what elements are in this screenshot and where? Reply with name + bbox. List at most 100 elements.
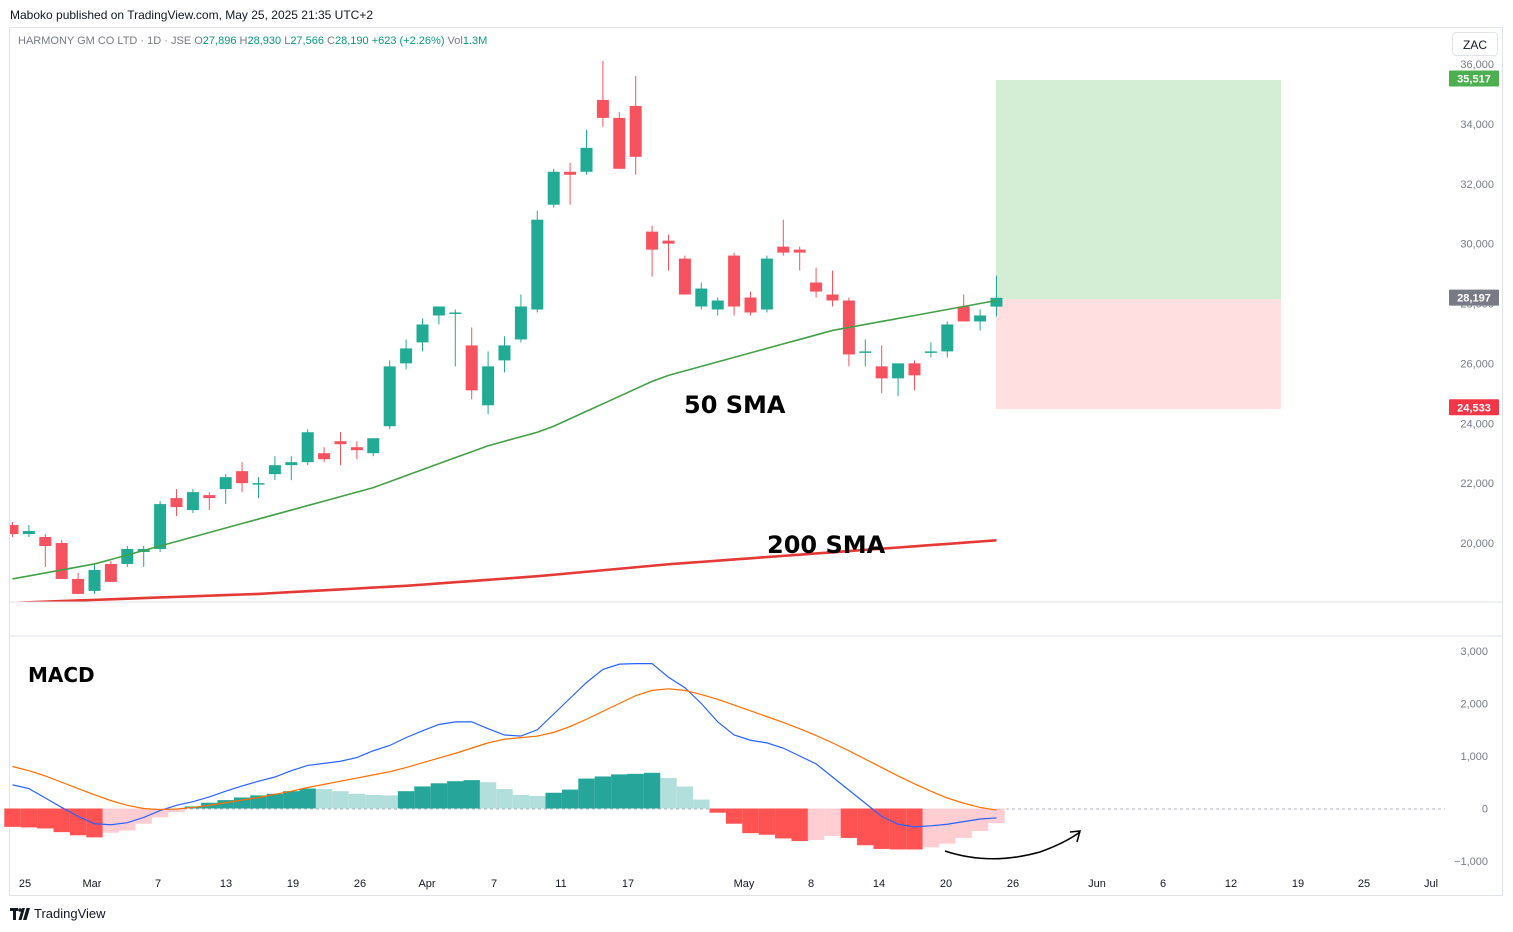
close-label: C xyxy=(327,35,335,47)
candle-body xyxy=(662,240,675,244)
candle-body xyxy=(432,306,445,316)
candle-body xyxy=(285,462,298,466)
volume-value: 1.3M xyxy=(462,35,488,47)
candle-body xyxy=(400,348,413,364)
time-tick-label: 19 xyxy=(287,878,299,890)
candle-body xyxy=(88,569,101,591)
candle-body xyxy=(383,366,396,427)
volume-label: Vol xyxy=(447,35,463,47)
time-axis[interactable]: 25 Mar 7 13 19 26 Apr 7 11 17 May 8 14 20 26 Jun 6 12 19 25… xyxy=(19,878,1438,890)
histogram-bar xyxy=(233,797,251,809)
signal-line xyxy=(12,688,997,811)
price-label-badge xyxy=(1449,399,1499,416)
time-tick-label: 19 xyxy=(1292,878,1304,890)
candle-body xyxy=(678,258,691,295)
histogram-bar xyxy=(873,808,890,849)
time-tick-label: 25 xyxy=(1358,878,1370,890)
macd-tick-label: 0 xyxy=(1482,804,1488,816)
histogram-bar xyxy=(512,794,530,809)
histogram-bar xyxy=(283,791,300,809)
candle-body xyxy=(350,447,363,451)
histogram-bar xyxy=(807,808,825,840)
histogram-bar xyxy=(20,808,38,828)
histogram-bar xyxy=(758,808,776,835)
histogram-bar xyxy=(529,795,546,809)
candle-body xyxy=(203,495,216,499)
candle-body xyxy=(810,282,823,292)
price-label-text: 35,517 xyxy=(1457,73,1491,85)
histogram-bar xyxy=(69,808,87,836)
open-value: 27,896 xyxy=(202,35,237,47)
candle-body xyxy=(252,483,265,485)
time-tick-label: Mar xyxy=(83,878,102,890)
candle-body xyxy=(39,537,52,546)
histogram-bar xyxy=(332,791,349,809)
sma200-annotation: 200 SMA xyxy=(767,531,886,559)
histogram-bar xyxy=(102,808,120,833)
candle-body xyxy=(613,117,626,169)
change-value: +623 (+2.26%) xyxy=(371,35,445,47)
sma200-line xyxy=(12,539,997,602)
histogram-bar xyxy=(955,808,972,838)
symbol-name: HARMONY GM CO LTD · 1D · JSE xyxy=(18,35,192,47)
candle-body xyxy=(974,315,987,322)
candle-body xyxy=(318,453,331,460)
price-label-text: 28,197 xyxy=(1457,293,1491,305)
histogram-bar xyxy=(578,778,595,809)
price-label-badge xyxy=(1449,70,1499,87)
time-tick-label: 25 xyxy=(19,878,31,890)
candle-body xyxy=(334,441,347,445)
histogram-bar xyxy=(4,808,21,827)
tradingview-brand[interactable]: TradingView xyxy=(10,906,106,921)
high-label: H xyxy=(239,35,248,47)
macd-line xyxy=(12,662,997,828)
candle-body xyxy=(908,363,921,376)
candle-body xyxy=(695,288,708,307)
price-tick-label: 30,000 xyxy=(1460,239,1494,251)
stop-zone xyxy=(996,299,1281,409)
candle-body xyxy=(564,171,577,175)
histogram-bar xyxy=(479,782,497,809)
time-tick-label: May xyxy=(734,878,755,890)
candle-body xyxy=(186,492,199,511)
time-tick-label: 13 xyxy=(220,878,232,890)
macd-axis[interactable]: −1,000 0 1,000 2,000 3,000 xyxy=(1454,646,1488,868)
candle-body xyxy=(104,563,117,582)
time-tick-label: 8 xyxy=(808,878,814,890)
candle-body xyxy=(514,306,527,340)
candle-body xyxy=(55,543,68,579)
arrow-head-icon xyxy=(1069,830,1082,843)
time-tick-label: 26 xyxy=(354,878,366,890)
candle-body xyxy=(859,351,872,353)
candle-body xyxy=(629,105,642,157)
histogram-bar xyxy=(824,808,841,836)
curved-arrow-icon xyxy=(944,831,1081,860)
currency-button[interactable]: ZAC xyxy=(1452,32,1498,56)
price-tick-label: 36,000 xyxy=(1460,59,1494,71)
candle-body xyxy=(580,147,593,172)
candle-body xyxy=(301,432,314,463)
candle-body xyxy=(219,477,232,490)
time-tick-label: 26 xyxy=(1007,878,1019,890)
histogram-bar xyxy=(365,794,382,809)
target-zone xyxy=(996,80,1281,299)
price-tick-label: 22,000 xyxy=(1460,478,1494,490)
candle-body xyxy=(170,498,183,508)
histogram-bar xyxy=(381,795,398,809)
candle-body xyxy=(777,246,790,253)
candle-body xyxy=(154,504,167,549)
price-label-text: 24,533 xyxy=(1457,402,1491,414)
close-value: 28,190 xyxy=(334,35,369,47)
histogram-bar xyxy=(971,808,989,832)
candle-body xyxy=(547,171,560,205)
macd-title: MACD xyxy=(28,663,95,687)
histogram-bar xyxy=(151,808,169,818)
histogram-bar xyxy=(119,808,136,831)
chart-frame xyxy=(9,27,1503,896)
price-labels: 35,517 28,197 24,533 xyxy=(1449,70,1499,416)
candle-body xyxy=(892,363,905,379)
histogram-bar xyxy=(988,808,1005,824)
candle-body xyxy=(826,294,839,301)
histogram-bar xyxy=(37,808,54,829)
